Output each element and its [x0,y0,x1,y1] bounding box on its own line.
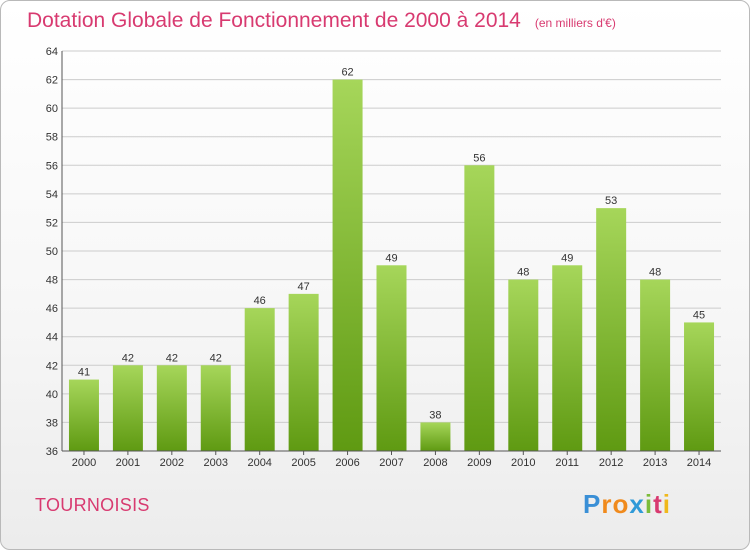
x-tick-label: 2002 [160,457,184,469]
bar-value-label: 38 [429,409,441,421]
bar [420,422,451,451]
logo-letter: o [612,489,630,519]
chart-title: Dotation Globale de Fonctionnement de 20… [27,9,616,33]
bar-value-label: 49 [561,252,573,264]
y-tick-label: 40 [46,389,58,401]
y-tick-label: 38 [46,417,58,429]
logo-letter: r [601,489,613,519]
bar [68,379,99,451]
bar-value-label: 53 [605,195,617,207]
bar [112,365,143,451]
chart-title-main: Dotation Globale de Fonctionnement de 20… [27,9,521,32]
y-tick-label: 62 [46,75,58,87]
logo-letter: x [629,489,645,519]
bar [464,165,495,452]
logo-letter: P [583,489,602,519]
y-tick-label: 36 [46,446,58,458]
bar-value-label: 41 [78,367,90,379]
bar-value-label: 42 [210,352,222,364]
bar [244,308,275,451]
bar [552,265,583,451]
value-labels: 41 42 42 42 46 47 62 49 38 56 48 49 53 48 45 [78,67,705,422]
bar-value-label: 46 [254,295,266,307]
bar-value-label: 49 [385,252,397,264]
x-tick-label: 2010 [511,457,535,469]
x-tick-label: 2003 [204,457,228,469]
logo-letter: i [662,489,671,519]
y-axis-ticks: 36 38 40 42 44 46 48 50 52 54 56 58 60 62 64 [46,46,58,458]
x-tick-label: 2014 [687,457,711,469]
y-tick-label: 44 [46,332,58,344]
bars [68,79,715,452]
y-tick-label: 56 [46,160,58,172]
x-tick-label: 2013 [643,457,667,469]
bar-value-label: 48 [517,267,529,279]
commune-name: TOURNOISIS [35,495,150,515]
y-tick-label: 64 [46,46,58,58]
bar [596,208,627,451]
bar [156,365,187,451]
bar [332,79,363,452]
bar-value-label: 42 [122,352,134,364]
y-tick-label: 52 [46,217,58,229]
x-tick-label: 2012 [599,457,623,469]
y-tick-label: 46 [46,303,58,315]
proxiti-logo: Proxiti [583,489,671,520]
x-tick-label: 2004 [247,457,271,469]
x-tick-label: 2011 [555,457,579,469]
bar-value-label: 42 [166,352,178,364]
bar [508,279,539,451]
y-tick-label: 42 [46,360,58,372]
y-tick-label: 54 [46,189,58,201]
bar [200,365,231,451]
y-tick-label: 58 [46,132,58,144]
x-tick-label: 2007 [379,457,403,469]
bar-value-label: 56 [473,152,485,164]
bar-value-label: 62 [341,67,353,79]
x-axis-ticks: 2000 2001 2002 2003 2004 2005 2006 2007 2008 2009… [72,451,711,469]
x-tick-label: 2009 [467,457,491,469]
bar [684,322,715,451]
x-tick-label: 2005 [291,457,315,469]
y-tick-label: 60 [46,103,58,115]
bar-value-label: 47 [298,281,310,293]
logo-letter: t [653,489,663,519]
x-tick-label: 2008 [423,457,447,469]
chart-title-unit: (en milliers d'€) [534,16,616,30]
y-tick-label: 50 [46,246,58,258]
x-tick-label: 2006 [335,457,359,469]
bar [376,265,407,451]
x-tick-label: 2000 [72,457,96,469]
bar [288,293,319,451]
bar [640,279,671,451]
y-tick-label: 48 [46,275,58,287]
bar-value-label: 48 [649,267,661,279]
bar-value-label: 45 [693,309,705,321]
x-tick-label: 2001 [116,457,140,469]
logo-letter: i [644,489,654,519]
